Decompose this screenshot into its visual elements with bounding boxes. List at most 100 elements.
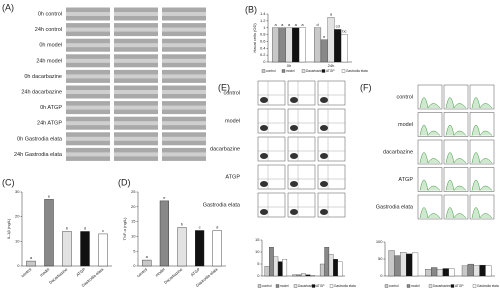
bar bbox=[142, 259, 152, 267]
flow-plot bbox=[317, 192, 346, 218]
cell-cloud bbox=[320, 153, 328, 159]
scratch bbox=[162, 58, 206, 63]
bar bbox=[273, 256, 279, 277]
y-tick-label: 5 bbox=[133, 248, 136, 253]
scratch bbox=[66, 90, 110, 94]
bar bbox=[278, 27, 286, 63]
y-tick-label: 0.4 bbox=[260, 45, 266, 50]
scratch bbox=[162, 152, 206, 157]
x-tick-label: 24h bbox=[328, 63, 335, 68]
legend-swatch bbox=[450, 284, 455, 288]
row-label: 24h control bbox=[35, 27, 62, 33]
legend-swatch bbox=[281, 69, 286, 73]
significance-letter: a bbox=[295, 22, 298, 27]
y-tick-label: 25 bbox=[131, 189, 136, 194]
legend-label: Gastrodia elata bbox=[334, 284, 356, 288]
panel-label: (D) bbox=[118, 177, 131, 187]
legend-swatch bbox=[321, 69, 326, 73]
bar bbox=[26, 260, 36, 267]
bar bbox=[406, 253, 413, 277]
row-label: 0h model bbox=[39, 43, 62, 49]
row-label: 0h ATGP bbox=[40, 105, 62, 111]
legend-label: model bbox=[280, 284, 289, 288]
bar bbox=[467, 263, 474, 277]
histogram-curve bbox=[419, 97, 441, 109]
histogram-curve bbox=[419, 179, 441, 192]
scratch bbox=[114, 43, 158, 48]
bar bbox=[269, 247, 274, 277]
significance-letter: d bbox=[84, 226, 86, 231]
bar bbox=[98, 233, 108, 267]
legend-swatch bbox=[384, 284, 389, 288]
cell-cloud bbox=[260, 97, 268, 103]
bar bbox=[479, 264, 486, 277]
cell-cloud bbox=[320, 97, 328, 103]
row-label: dacarbazine bbox=[383, 149, 413, 155]
y-tick-label: 0.6 bbox=[260, 38, 266, 43]
y-tick-label: 0 bbox=[263, 59, 266, 64]
y-tick-label: 20 bbox=[15, 214, 20, 219]
cell-cloud bbox=[320, 181, 328, 187]
histogram-curve bbox=[419, 207, 441, 219]
histogram-curve bbox=[419, 152, 441, 164]
x-tick-label: ATGP bbox=[190, 267, 202, 278]
scratch bbox=[114, 121, 158, 126]
significance-letter: e bbox=[323, 34, 326, 39]
flow-plot bbox=[317, 164, 346, 190]
y-tick-label: 5 bbox=[257, 261, 260, 266]
significance-letter: b bbox=[181, 222, 184, 227]
x-tick-label: Dacarbazine bbox=[163, 266, 184, 285]
significance-letter: a bbox=[281, 22, 284, 27]
bar bbox=[388, 250, 395, 277]
legend-label: Dacarbazine bbox=[298, 284, 316, 288]
histogram-curve bbox=[471, 179, 493, 192]
histogram-curve bbox=[445, 124, 467, 137]
scratch bbox=[114, 58, 158, 63]
significance-letter: cd bbox=[336, 23, 340, 28]
significance-letter: a bbox=[330, 11, 333, 16]
significance-letter: bc bbox=[342, 29, 346, 34]
bar bbox=[298, 27, 306, 63]
row-label: 0h Gastrodia elata bbox=[17, 136, 63, 142]
cell-cloud bbox=[290, 97, 298, 103]
scratch bbox=[66, 136, 110, 141]
y-axis-label: IL-1β (ng/L) bbox=[6, 218, 11, 239]
significance-letter: a bbox=[274, 22, 277, 27]
flow-plot bbox=[317, 136, 346, 162]
y-tick-label: 0.2 bbox=[260, 52, 266, 57]
row-label: control bbox=[396, 94, 413, 100]
bar bbox=[305, 274, 311, 277]
scratch bbox=[162, 27, 206, 32]
bar bbox=[461, 265, 469, 277]
legend-label: ATGP bbox=[455, 284, 463, 288]
bar bbox=[328, 254, 334, 277]
legend-label: ATGP bbox=[316, 284, 324, 288]
bar bbox=[314, 27, 322, 63]
legend-label: Gastrodia elata bbox=[477, 284, 499, 288]
row-label: 24h dacarbazine bbox=[21, 89, 62, 95]
y-tick-label: 15 bbox=[131, 219, 136, 224]
scratch bbox=[66, 58, 110, 63]
cell-cloud bbox=[260, 125, 268, 131]
significance-letter: b bbox=[66, 226, 69, 231]
legend-swatch bbox=[428, 284, 433, 288]
bar bbox=[292, 27, 300, 63]
significance-letter: d bbox=[316, 22, 318, 27]
histogram-curve bbox=[471, 207, 493, 219]
bar bbox=[80, 231, 90, 267]
row-label: dacarbazine bbox=[210, 146, 240, 152]
x-tick-label: ATGP bbox=[75, 267, 87, 278]
bar bbox=[327, 17, 335, 63]
bar bbox=[337, 261, 343, 277]
row-label: Gastrodia elata bbox=[376, 204, 414, 210]
scratch bbox=[114, 105, 158, 110]
y-tick-label: 10 bbox=[255, 249, 260, 254]
y-tick-label: 15 bbox=[255, 237, 260, 242]
y-tick-label: 0 bbox=[257, 273, 260, 278]
legend-label: control bbox=[266, 69, 276, 73]
scratch bbox=[66, 152, 110, 157]
histogram-curve bbox=[471, 152, 493, 164]
histogram-curve bbox=[445, 97, 467, 109]
scratch bbox=[114, 12, 158, 16]
